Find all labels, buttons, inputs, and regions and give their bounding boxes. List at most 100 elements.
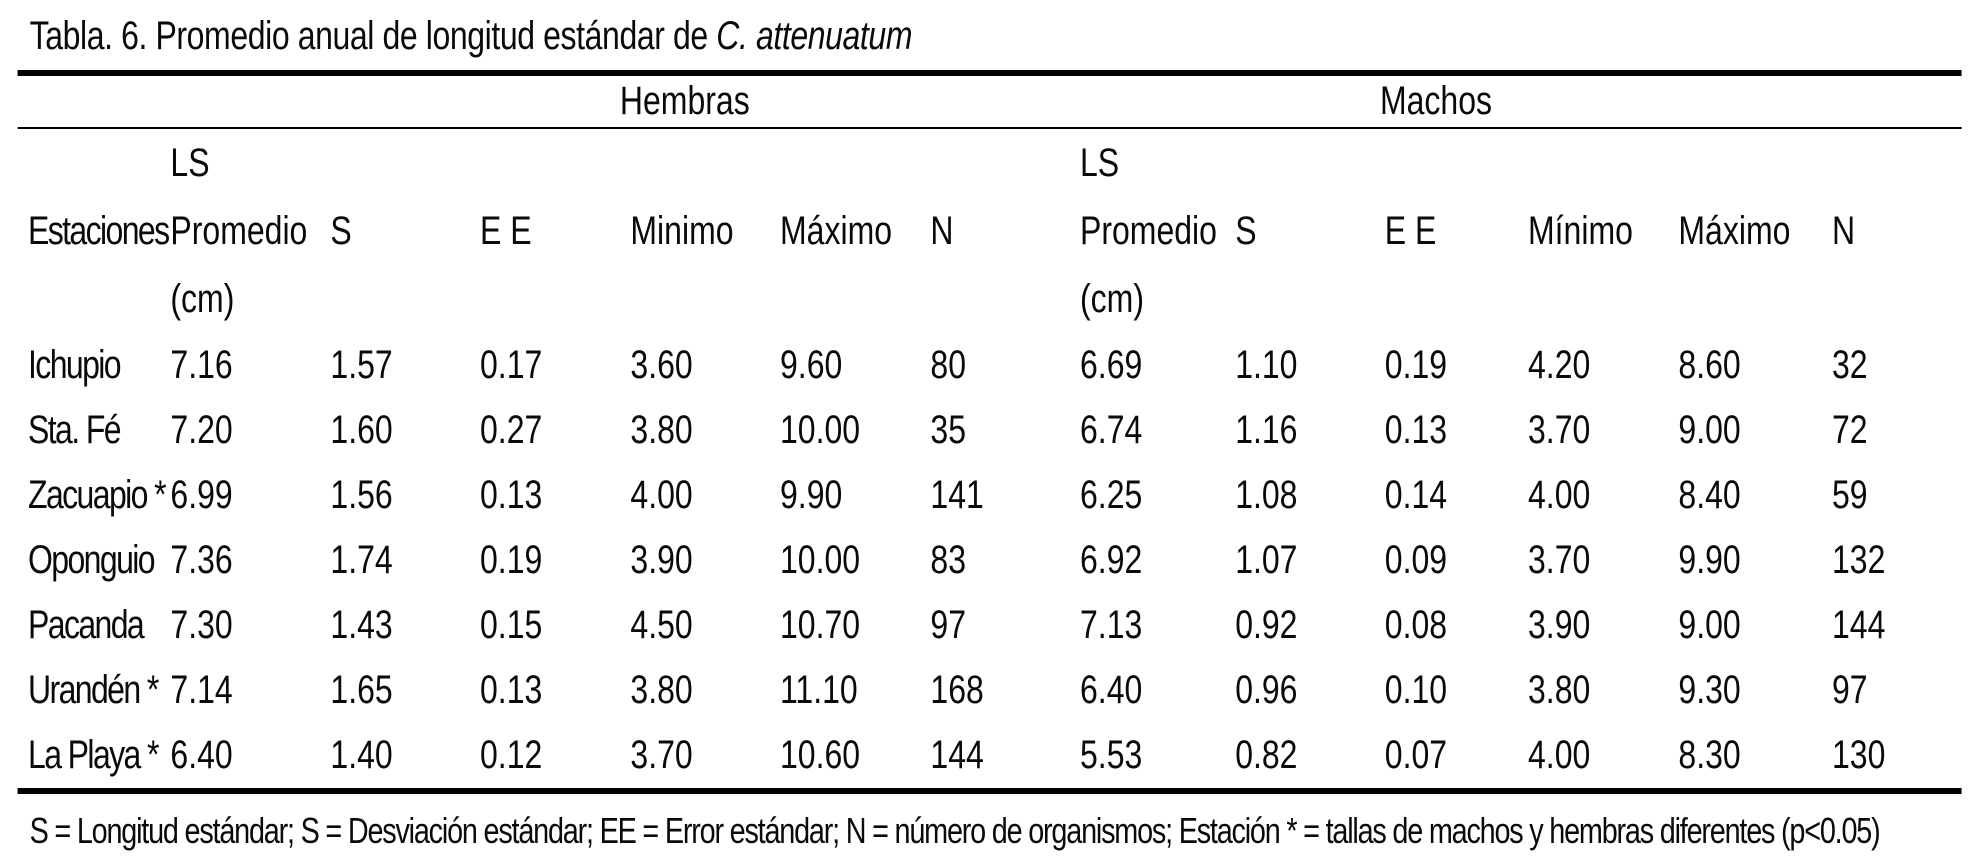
table-title-text: Tabla. 6. Promedio anual de longitud est…: [29, 14, 717, 58]
machos-promedio-cell: 5.53: [1080, 733, 1143, 777]
table-body: Ichupio 7.16 1.57 0.17 3.60 9.60 80 6.69…: [0, 333, 1972, 788]
table-title: Tabla. 6. Promedio anual de longitud est…: [0, 0, 1972, 70]
machos-ee-cell: 0.19: [1384, 343, 1448, 387]
machos-minimo-cell: 3.70: [1528, 408, 1591, 452]
hembras-minimo-cell: 3.90: [630, 538, 693, 582]
hembras-minimo-cell: 3.60: [630, 343, 693, 387]
hembras-maximo-cell: 10.70: [780, 603, 861, 647]
hembras-minimo-cell: 3.70: [630, 733, 693, 777]
machos-n-cell: 59: [1832, 473, 1868, 517]
machos-n-cell: 72: [1832, 408, 1868, 452]
machos-s-cell: 1.07: [1235, 538, 1298, 582]
hembras-s-cell: 1.56: [330, 473, 393, 517]
hembras-minimo-cell: 4.00: [630, 473, 693, 517]
group-header-hembras: Hembras: [619, 79, 750, 123]
machos-n-cell: 132: [1832, 538, 1886, 582]
hembras-minimo-cell: 4.50: [630, 603, 693, 647]
hembras-n-cell: 83: [930, 538, 966, 582]
hembras-ee-cell: 0.19: [480, 538, 543, 582]
header-ls-machos: LS: [1080, 141, 1120, 185]
machos-maximo-cell: 8.60: [1678, 343, 1741, 387]
hembras-maximo-cell: 9.60: [780, 343, 843, 387]
table-footnote: S = Longitud estándar; S = Desviación es…: [29, 810, 1881, 851]
machos-n-cell: 32: [1832, 343, 1868, 387]
header-n-machos: N: [1832, 209, 1856, 253]
species-name-italic: C. attenuatum: [716, 14, 913, 58]
machos-promedio-cell: 7.13: [1080, 603, 1143, 647]
header-minimo-machos: Mínimo: [1528, 209, 1633, 253]
hembras-ee-cell: 0.27: [480, 408, 543, 452]
station-cell: Zacuapio *: [28, 473, 167, 517]
table-row: La Playa * 6.40 1.40 0.12 3.70 10.60 144…: [0, 723, 1972, 788]
header-maximo-hembras: Máximo: [780, 209, 893, 253]
table-row: Sta. Fé 7.20 1.60 0.27 3.80 10.00 35 6.7…: [0, 398, 1972, 463]
machos-maximo-cell: 9.00: [1678, 408, 1741, 452]
hembras-minimo-cell: 3.80: [630, 408, 693, 452]
column-header-line-2: Estaciones Promedio S E E Minimo Máximo …: [0, 197, 1972, 265]
machos-promedio-cell: 6.40: [1080, 668, 1143, 712]
hembras-ee-cell: 0.12: [480, 733, 543, 777]
machos-ee-cell: 0.13: [1384, 408, 1448, 452]
machos-s-cell: 1.08: [1235, 473, 1298, 517]
table-row: Zacuapio * 6.99 1.56 0.13 4.00 9.90 141 …: [0, 463, 1972, 528]
machos-n-cell: 144: [1832, 603, 1886, 647]
machos-minimo-cell: 3.70: [1528, 538, 1591, 582]
machos-maximo-cell: 9.30: [1678, 668, 1741, 712]
header-promedio-machos: Promedio: [1080, 209, 1217, 253]
header-divider-rule: [17, 127, 1962, 129]
hembras-promedio-cell: 7.36: [170, 538, 233, 582]
machos-s-cell: 0.92: [1235, 603, 1298, 647]
hembras-s-cell: 1.60: [330, 408, 393, 452]
machos-n-cell: 130: [1832, 733, 1886, 777]
machos-s-cell: 0.82: [1235, 733, 1298, 777]
machos-s-cell: 1.16: [1235, 408, 1298, 452]
hembras-promedio-cell: 6.40: [170, 733, 233, 777]
header-ls-hembras: LS: [170, 141, 210, 185]
header-cm-machos: (cm): [1080, 277, 1144, 321]
table-row: Ichupio 7.16 1.57 0.17 3.60 9.60 80 6.69…: [0, 333, 1972, 398]
bottom-rule: [17, 788, 1962, 794]
hembras-n-cell: 141: [930, 473, 984, 517]
hembras-n-cell: 80: [930, 343, 966, 387]
group-header-machos: Machos: [1379, 79, 1493, 123]
machos-ee-cell: 0.08: [1384, 603, 1448, 647]
machos-maximo-cell: 8.40: [1678, 473, 1741, 517]
top-rule: [17, 70, 1962, 76]
machos-minimo-cell: 3.80: [1528, 668, 1591, 712]
hembras-s-cell: 1.74: [330, 538, 393, 582]
machos-minimo-cell: 3.90: [1528, 603, 1591, 647]
header-s-hembras: S: [330, 209, 352, 253]
column-header-line-3: (cm) (cm): [0, 265, 1972, 333]
machos-maximo-cell: 9.00: [1678, 603, 1741, 647]
table-row: Urandén * 7.14 1.65 0.13 3.80 11.10 168 …: [0, 658, 1972, 723]
machos-maximo-cell: 9.90: [1678, 538, 1741, 582]
hembras-n-cell: 35: [930, 408, 966, 452]
hembras-promedio-cell: 7.20: [170, 408, 233, 452]
machos-ee-cell: 0.14: [1384, 473, 1448, 517]
hembras-minimo-cell: 3.80: [630, 668, 693, 712]
header-promedio-hembras: Promedio: [170, 209, 308, 253]
machos-promedio-cell: 6.92: [1080, 538, 1143, 582]
machos-promedio-cell: 6.69: [1080, 343, 1143, 387]
hembras-s-cell: 1.43: [330, 603, 393, 647]
machos-promedio-cell: 6.25: [1080, 473, 1143, 517]
station-cell: Ichupio: [28, 343, 122, 387]
hembras-n-cell: 168: [930, 668, 984, 712]
hembras-promedio-cell: 7.30: [170, 603, 233, 647]
machos-ee-cell: 0.10: [1384, 668, 1448, 712]
hembras-maximo-cell: 10.00: [780, 408, 861, 452]
header-n-hembras: N: [930, 209, 954, 253]
hembras-maximo-cell: 10.60: [780, 733, 861, 777]
hembras-maximo-cell: 9.90: [780, 473, 843, 517]
station-cell: Sta. Fé: [28, 408, 122, 452]
table-row: Pacanda 7.30 1.43 0.15 4.50 10.70 97 7.1…: [0, 593, 1972, 658]
machos-maximo-cell: 8.30: [1678, 733, 1741, 777]
hembras-promedio-cell: 7.14: [170, 668, 233, 712]
hembras-ee-cell: 0.15: [480, 603, 543, 647]
station-cell: Pacanda: [28, 603, 145, 647]
hembras-s-cell: 1.57: [330, 343, 393, 387]
station-cell: La Playa *: [28, 733, 159, 777]
header-estaciones: Estaciones: [28, 209, 170, 253]
station-cell: Oponguio: [28, 538, 156, 582]
